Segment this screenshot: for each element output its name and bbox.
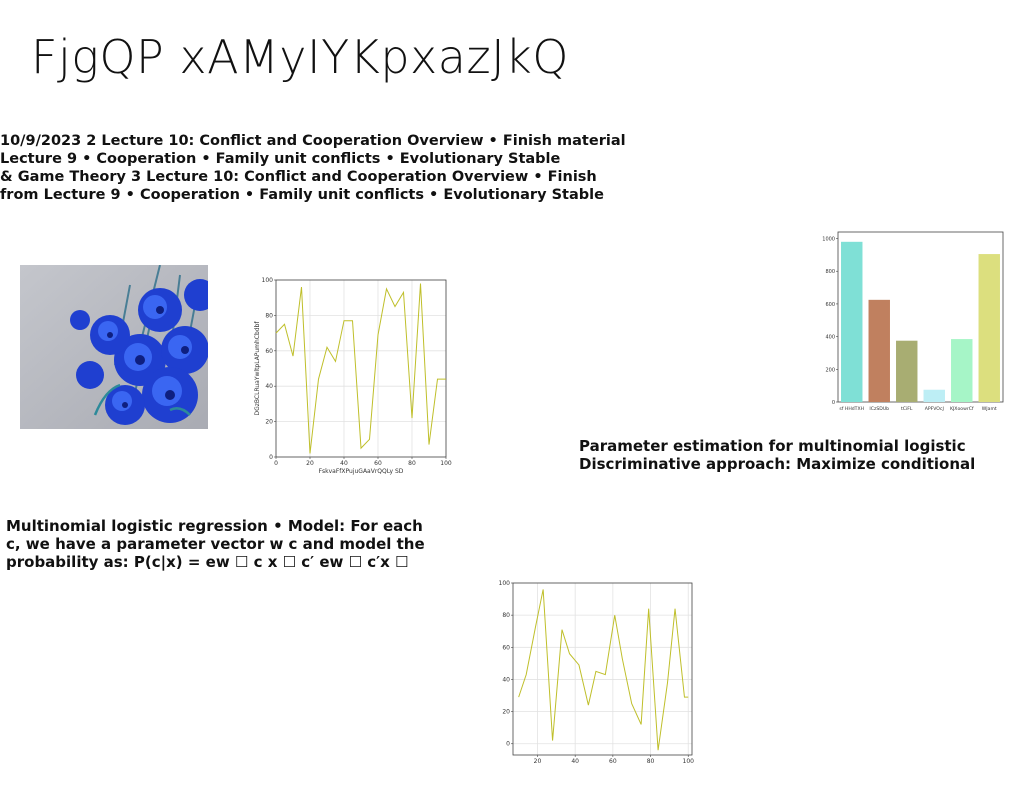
text-line: from Lecture 9 • Cooperation • Family un… bbox=[0, 187, 604, 203]
x-tick-label: 40 bbox=[571, 758, 579, 765]
x-tick-label: 20 bbox=[306, 460, 314, 467]
text-line: Parameter estimation for multinomial log… bbox=[579, 437, 966, 455]
text-block-parameter-estimation: Parameter estimation for multinomial log… bbox=[579, 437, 1019, 473]
x-tick-label: ICzSDUb bbox=[869, 406, 889, 412]
text-line: probability as: P(c|x) = ew ☐ c x ☐ c′ e… bbox=[6, 553, 409, 571]
x-tick-label: KJXoowrCf bbox=[950, 406, 974, 412]
bar bbox=[923, 389, 945, 402]
slide-title: FjgQP xAMyIYKpxazJkQ bbox=[31, 30, 570, 84]
bar bbox=[951, 339, 973, 402]
x-axis-label: FskvaFfXPujuGAaVrQQLy SD bbox=[319, 468, 404, 475]
y-tick-label: 0 bbox=[269, 454, 273, 461]
bar bbox=[896, 340, 918, 402]
x-tick-label: 100 bbox=[440, 460, 452, 467]
y-tick-label: 100 bbox=[262, 277, 274, 284]
y-tick-label: 400 bbox=[825, 335, 835, 341]
x-tick-label: 60 bbox=[609, 758, 617, 765]
line-chart-1: 0 20 40 60 80 100 0 20 40 60 80 100 FskvaFfXPujuGAaV… bbox=[250, 275, 455, 480]
y-tick-label: 60 bbox=[265, 348, 273, 355]
text-block-lecture-overview: 10/9/2023 2 Lecture 10: Conflict and Coo… bbox=[0, 132, 640, 204]
y-tick-label: 20 bbox=[502, 709, 510, 716]
text-line: & Game Theory 3 Lecture 10: Conflict and… bbox=[0, 169, 597, 185]
x-tick-label: 20 bbox=[534, 758, 542, 765]
bar bbox=[868, 299, 890, 402]
x-tick-label: tCiFL bbox=[901, 406, 913, 412]
text-block-multinomial-regression: Multinomial logistic regression • Model:… bbox=[6, 517, 476, 571]
series-line bbox=[275, 283, 446, 454]
plot-frame bbox=[275, 279, 447, 458]
series-line bbox=[518, 589, 689, 751]
x-tick-label: WJamt bbox=[982, 406, 997, 412]
text-line: Multinomial logistic regression • Model:… bbox=[6, 517, 423, 535]
y-tick-label: 40 bbox=[502, 676, 510, 683]
plot-frame bbox=[837, 231, 1004, 403]
plot-frame bbox=[512, 582, 693, 756]
y-tick-label: 60 bbox=[502, 644, 510, 651]
y-tick-label: 200 bbox=[825, 367, 835, 373]
y-tick-label: 40 bbox=[265, 383, 273, 390]
y-tick-label: 1000 bbox=[822, 237, 835, 243]
y-tick-label: 0 bbox=[506, 741, 510, 748]
x-tick-label: 40 bbox=[340, 460, 348, 467]
text-line: 10/9/2023 2 Lecture 10: Conflict and Coo… bbox=[0, 133, 626, 149]
x-tick-label: 0 bbox=[274, 460, 278, 467]
y-axis-label: DGzBCLRuaYwltpLAPumhCbdbf bbox=[254, 321, 261, 416]
x-tick-label: 80 bbox=[647, 758, 655, 765]
y-tick-label: 600 bbox=[825, 302, 835, 308]
bar-chart: 0 200 400 600 800 1000 sf HHdTXH ICzSDUb tCiFL AP… bbox=[812, 228, 1008, 418]
y-tick-label: 800 bbox=[825, 269, 835, 275]
blue-flowers-photo bbox=[20, 265, 208, 429]
y-tick-label: 100 bbox=[499, 580, 511, 587]
bar bbox=[978, 254, 1000, 402]
y-tick-label: 80 bbox=[265, 312, 273, 319]
x-tick-label: 80 bbox=[408, 460, 416, 467]
y-tick-label: 20 bbox=[265, 419, 273, 426]
x-tick-label: 100 bbox=[683, 758, 695, 765]
bar bbox=[841, 241, 863, 402]
y-tick-label: 0 bbox=[832, 400, 835, 406]
line-chart-2: 0 20 40 60 80 100 20 40 60 80 100 bbox=[497, 575, 697, 770]
text-line: Discriminative approach: Maximize condit… bbox=[579, 455, 976, 473]
text-line: c, we have a parameter vector w c and mo… bbox=[6, 535, 425, 553]
x-tick-label: sf HHdTXH bbox=[839, 406, 864, 412]
x-tick-label: 60 bbox=[374, 460, 382, 467]
x-tick-label: APFVOcJ bbox=[925, 406, 944, 412]
y-tick-label: 80 bbox=[502, 612, 510, 619]
text-line: Lecture 9 • Cooperation • Family unit co… bbox=[0, 151, 561, 167]
